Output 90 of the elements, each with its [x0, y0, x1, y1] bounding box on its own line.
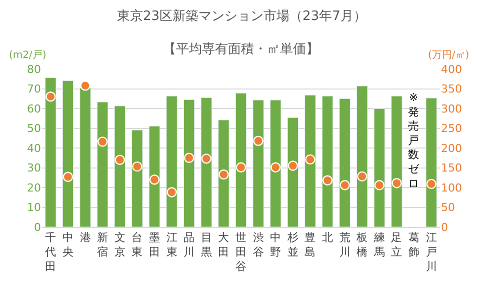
- point: [270, 162, 281, 172]
- point: [80, 80, 90, 91]
- x-tick-label: 世田谷: [236, 231, 246, 273]
- y-axis-title: (m2/戸): [9, 50, 46, 61]
- bar: [391, 96, 402, 227]
- x-tick-label: 足立: [391, 231, 402, 258]
- x-tick-label: 目黒: [200, 231, 212, 258]
- bar: [166, 96, 178, 227]
- bar: [148, 126, 160, 227]
- bar: [200, 97, 212, 227]
- point: [253, 136, 264, 146]
- bar: [270, 100, 282, 227]
- point: [305, 154, 316, 165]
- chart-title: 東京23区新築マンション市場（23年7月）: [117, 9, 366, 24]
- y2-tick-label: 0: [441, 220, 448, 234]
- point: [149, 174, 160, 185]
- x-tick-label: 中野: [270, 231, 282, 258]
- bar: [304, 94, 316, 227]
- y2-tick-label: 50: [441, 201, 455, 214]
- x-tick-label: 台東: [132, 231, 143, 258]
- y2-tick-label: 400: [441, 62, 462, 76]
- bar: [96, 102, 108, 227]
- bar: [322, 96, 334, 227]
- y2-tick-label: 150: [441, 162, 462, 175]
- point: [62, 172, 74, 182]
- x-tick-label: 墨田: [148, 231, 160, 258]
- point: [374, 180, 385, 190]
- y-tick-label: 40: [27, 142, 41, 155]
- point: [97, 136, 108, 147]
- point: [166, 187, 177, 198]
- x-tick-label: 中央: [62, 231, 74, 258]
- y2-tick-label: 250: [441, 122, 462, 136]
- bar: [356, 86, 368, 227]
- y2-tick-label: 100: [441, 181, 462, 194]
- x-tick-label: 北: [322, 231, 334, 244]
- point: [392, 178, 402, 188]
- point: [132, 161, 142, 172]
- x-tick-label: 荒川: [339, 231, 350, 258]
- x-tick-label: 練馬: [372, 231, 385, 258]
- bar: [287, 117, 299, 227]
- y-tick-label: 10: [27, 201, 41, 214]
- x-tick-label: 豊島: [304, 231, 316, 258]
- point: [46, 92, 56, 102]
- y-tick-label: 0: [34, 220, 41, 234]
- annotation: ※発売戸数ゼロ: [408, 91, 420, 190]
- y2-tick-label: 300: [441, 102, 462, 116]
- bar: [426, 98, 437, 227]
- x-tick-label: 港: [80, 231, 91, 244]
- y2-tick-label: 200: [441, 142, 462, 155]
- bar: [132, 130, 143, 227]
- y-tick-label: 80: [27, 62, 41, 76]
- y-tick-label: 60: [27, 102, 41, 116]
- bar: [339, 98, 350, 227]
- bar: [80, 88, 91, 227]
- y-tick-label: 50: [27, 122, 41, 136]
- point: [114, 154, 125, 165]
- x-tick-label: 新宿: [97, 231, 108, 258]
- point: [340, 180, 350, 190]
- y-tick-label: 20: [27, 181, 41, 194]
- bar: [62, 80, 74, 227]
- bar: [252, 100, 264, 227]
- x-tick-label: 杉並: [286, 231, 298, 258]
- y2-axis-title: (万円/㎡): [428, 50, 470, 61]
- x-tick-label: 江東: [166, 231, 178, 258]
- bar: [45, 77, 56, 227]
- x-tick-label: 板橋: [356, 231, 368, 258]
- bar: [235, 92, 247, 227]
- point: [288, 160, 298, 171]
- x-tick-label: 千代田: [44, 231, 56, 273]
- point: [201, 154, 212, 164]
- y-tick-label: 30: [27, 162, 41, 175]
- chart-subtitle: 【平均専有面積・㎡単価】: [163, 42, 319, 57]
- bar: [218, 120, 230, 227]
- y-tick-label: 70: [27, 82, 41, 96]
- x-tick-label: 品川: [184, 231, 195, 258]
- bar: [114, 106, 126, 227]
- x-tick-label: 大田: [218, 231, 230, 258]
- x-tick-label: 文京: [114, 231, 126, 258]
- y2-tick-label: 350: [441, 82, 462, 96]
- x-tick-label: 渋谷: [252, 231, 264, 258]
- point: [236, 162, 246, 172]
- bar: [183, 99, 195, 227]
- bar: [374, 108, 386, 227]
- x-tick-label: 葛飾: [408, 231, 420, 258]
- point: [426, 178, 436, 190]
- point: [357, 171, 368, 182]
- point: [184, 152, 194, 163]
- point: [322, 175, 333, 186]
- point: [218, 169, 229, 180]
- x-tick-label: 江戸川: [426, 231, 437, 273]
